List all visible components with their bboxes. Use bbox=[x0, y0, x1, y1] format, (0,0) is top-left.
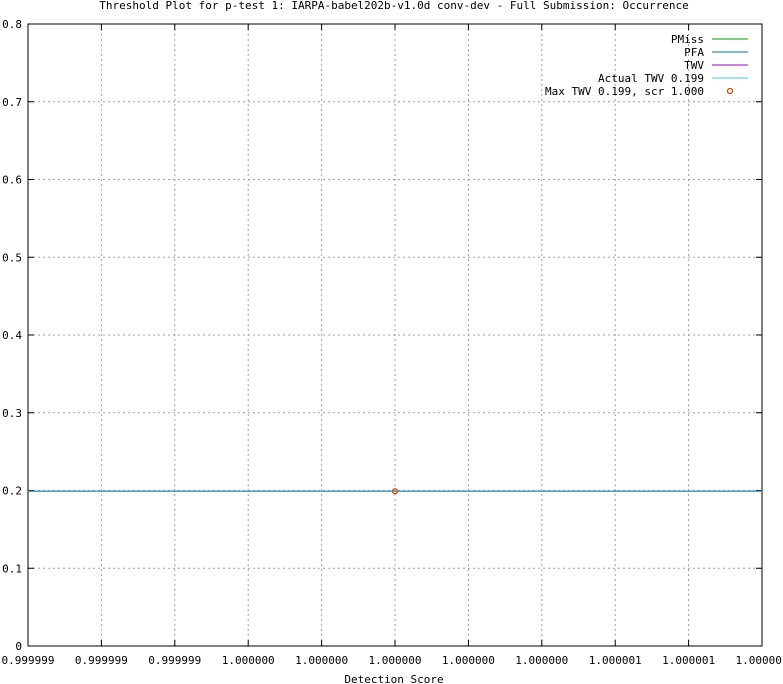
y-tick-label: 0.8 bbox=[2, 18, 22, 31]
legend-label: Max TWV 0.199, scr 1.000 bbox=[545, 85, 704, 98]
x-tick-label: 1.000000 bbox=[369, 654, 422, 667]
axes: 0 0.1 0.2 0.3 0.4 0.5 0.6 0.7 0.8 0.999999 0.99999… bbox=[2, 18, 783, 667]
x-tick-label: 1.000000 bbox=[295, 654, 348, 667]
legend-label: PMiss bbox=[671, 33, 704, 46]
x-axis-label: Detection Score bbox=[344, 673, 443, 684]
chart-title: Threshold Plot for p-test 1: IARPA-babel… bbox=[99, 0, 688, 12]
y-tick-label: 0.1 bbox=[2, 562, 22, 575]
markers bbox=[391, 488, 399, 495]
x-tick-label: 1.000000 bbox=[222, 654, 275, 667]
x-tick-label: 0.999999 bbox=[148, 654, 201, 667]
y-tick-label: 0.2 bbox=[2, 485, 22, 498]
legend-label: Actual TWV 0.199 bbox=[598, 72, 704, 85]
x-tick-label: 0.999999 bbox=[2, 654, 55, 667]
max-twv-point-marker bbox=[391, 488, 399, 495]
y-tick-label: 0.3 bbox=[2, 407, 22, 420]
y-tick-label: 0.4 bbox=[2, 329, 22, 342]
grid bbox=[28, 24, 762, 646]
legend-label: TWV bbox=[684, 59, 704, 72]
y-tick-label: 0.7 bbox=[2, 96, 22, 109]
y-tick-label: 0 bbox=[15, 640, 22, 653]
x-tick-label: 1.000000 bbox=[515, 654, 568, 667]
x-tick-label: 1.000001 bbox=[589, 654, 642, 667]
x-tick-label: 1.000001 bbox=[736, 654, 783, 667]
legend-label: PFA bbox=[684, 46, 704, 59]
y-tick-label: 0.5 bbox=[2, 251, 22, 264]
x-tick-label: 1.000000 bbox=[442, 654, 495, 667]
plot-frame bbox=[27, 23, 763, 647]
legend-point-swatch bbox=[726, 87, 734, 95]
x-tick-label: 1.000001 bbox=[662, 654, 715, 667]
x-tick-label: 0.999999 bbox=[75, 654, 128, 667]
y-tick-label: 0.6 bbox=[2, 174, 22, 187]
